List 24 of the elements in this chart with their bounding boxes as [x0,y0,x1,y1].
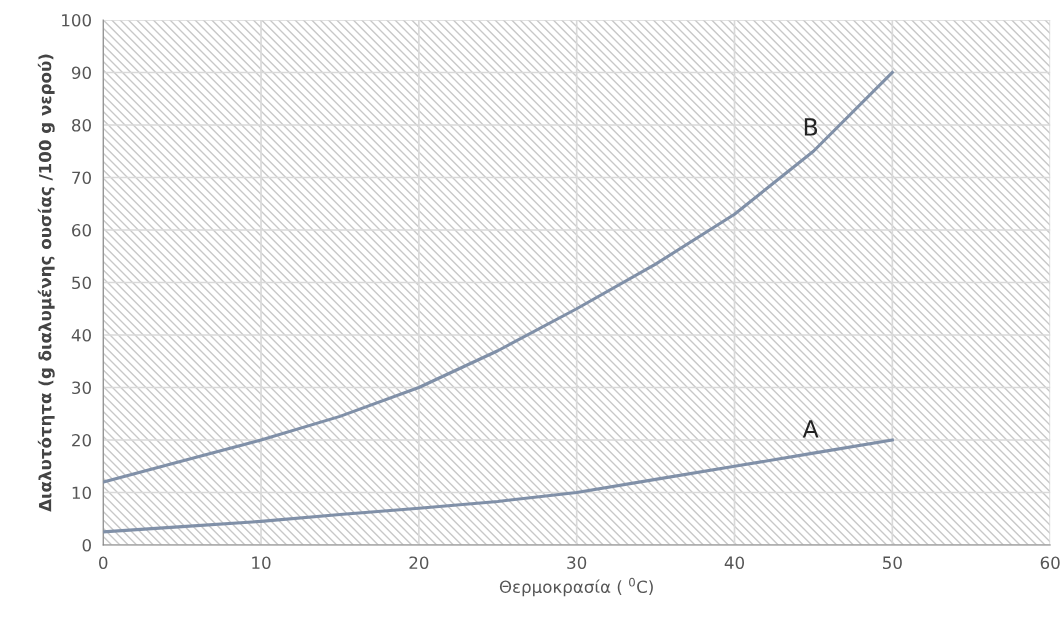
y-axis-title: Διαλυτότητα (g διαλυμένης ουσίας /100 g νερού) [37,54,55,512]
y-tick-label: 70 [72,171,91,185]
y-tick-label: 80 [72,118,91,132]
y-tick-label: 20 [72,433,91,447]
x-tick-label: 40 [724,556,745,570]
x-tick-label: 60 [1040,556,1060,570]
x-tick-label: 20 [409,556,429,570]
series-label: B [804,118,818,136]
y-tick-label: 100 [62,13,91,27]
y-tick-label: 10 [72,486,91,500]
y-tick-label: 90 [71,66,91,80]
y-tick-label: 0 [82,538,91,552]
y-tick-label: 60 [72,223,91,237]
x-tick-label: 10 [252,556,271,570]
x-axis-title: Θερμοκρασία ( $^{0}$C) [499,577,653,597]
y-tick-label: 40 [71,328,91,342]
line-series [103,70,894,484]
x-tick-label: 0 [99,556,108,570]
x-tick-label: 50 [883,556,902,570]
x-tick-label: 30 [567,556,587,570]
y-tick-label: 30 [72,381,91,395]
series-label: A [802,420,819,438]
y-tick-label: 50 [72,276,91,290]
line-series [103,438,894,534]
